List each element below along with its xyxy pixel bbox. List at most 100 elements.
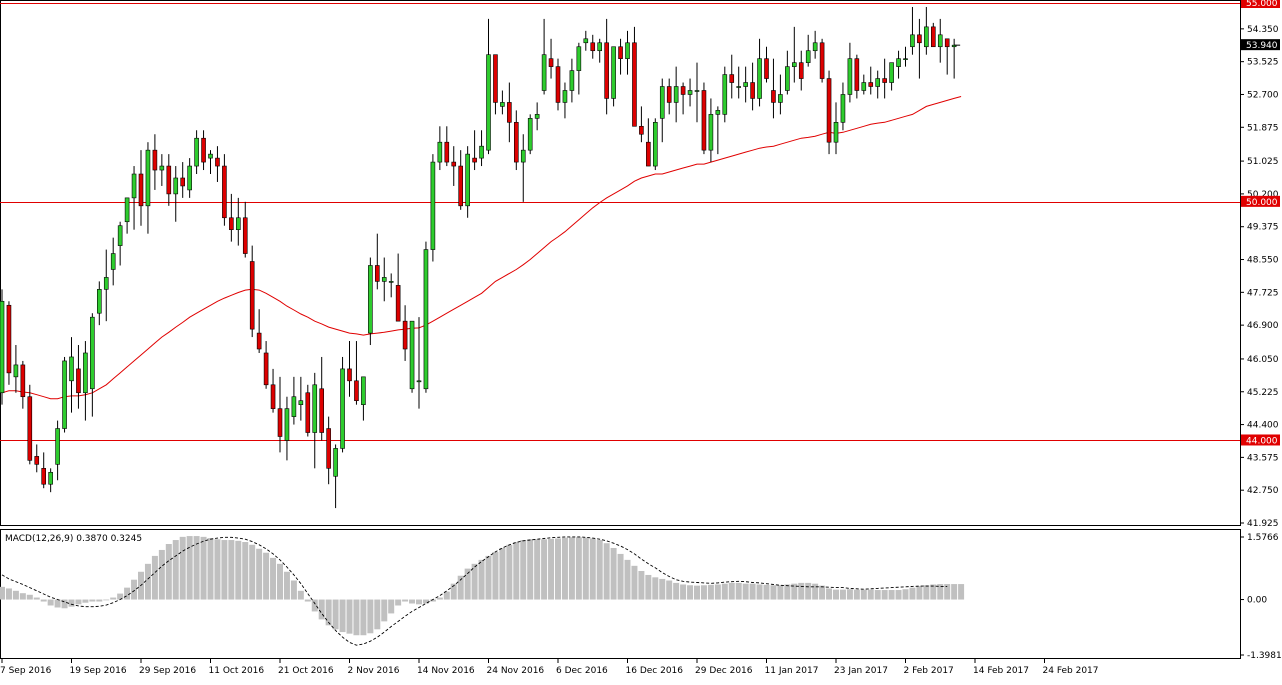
macd-histogram-bar	[256, 548, 263, 600]
time-tick-label: 2 Feb 2017	[904, 666, 954, 676]
candle	[465, 146, 470, 218]
candle-body	[715, 110, 721, 115]
candle	[534, 102, 540, 131]
candle	[652, 118, 658, 171]
macd-histogram-bar	[450, 583, 457, 600]
candle-body	[55, 428, 60, 465]
price-tick-label: 47.725	[1247, 288, 1279, 298]
macd-histogram-bar	[61, 599, 68, 609]
candle-body	[208, 153, 213, 159]
candle-body	[646, 141, 651, 167]
candle	[284, 396, 290, 461]
candle	[791, 26, 797, 83]
candle-body	[166, 165, 172, 195]
macd-histogram-bar	[478, 559, 485, 600]
candle-body	[673, 86, 679, 103]
candle-body	[437, 141, 443, 163]
candle-body	[764, 58, 769, 79]
candle	[187, 158, 192, 198]
candle	[520, 134, 526, 202]
candle	[256, 309, 262, 353]
candle	[903, 46, 908, 67]
candle	[201, 130, 206, 171]
macd-histogram-bar	[26, 594, 33, 600]
macd-histogram-bar	[381, 599, 388, 622]
candle-body	[110, 253, 116, 270]
candle-body	[270, 384, 276, 409]
macd-histogram-bar	[541, 539, 548, 600]
macd-histogram-bar	[895, 590, 902, 600]
candle	[590, 34, 596, 59]
candle	[76, 345, 81, 409]
candle-body	[62, 360, 67, 429]
time-tick-label: 23 Jan 2017	[834, 666, 888, 676]
candle	[69, 337, 74, 413]
candle-body	[930, 26, 936, 48]
macd-histogram-bar	[930, 584, 937, 600]
candle	[500, 90, 505, 115]
candle	[527, 114, 533, 155]
macd-histogram-bar	[186, 536, 193, 600]
macd-histogram-bar	[54, 599, 61, 608]
macd-histogram-bar	[290, 580, 297, 600]
macd-histogram-bar	[19, 593, 26, 600]
time-tick-label: 14 Nov 2016	[417, 666, 475, 676]
candle-body	[173, 177, 179, 195]
candle	[847, 42, 853, 103]
candle	[319, 356, 325, 441]
macd-histogram-bar	[353, 599, 360, 636]
macd-histogram-bar	[714, 584, 721, 600]
macd-histogram-bar	[749, 583, 756, 600]
main-price-panel	[0, 0, 1241, 526]
candle-body	[924, 26, 929, 48]
macd-histogram-bar	[923, 585, 930, 600]
candle	[826, 70, 832, 155]
candle-body	[896, 58, 901, 67]
candle-body	[937, 34, 943, 48]
macd-histogram-bar	[645, 574, 652, 600]
candle	[124, 197, 130, 234]
price-tick-label: 41.925	[1247, 519, 1279, 529]
candle	[639, 106, 644, 143]
candle-body	[812, 42, 818, 52]
candle	[326, 416, 331, 485]
candle	[402, 305, 408, 361]
candle-body	[666, 86, 672, 103]
candle-body	[819, 42, 825, 79]
macd-histogram-bar	[805, 582, 812, 600]
candle	[249, 245, 255, 338]
candle	[944, 38, 950, 75]
macd-histogram-bar	[527, 539, 534, 600]
macd-histogram-bar	[68, 599, 75, 607]
candle-body	[854, 58, 860, 91]
macd-tick-label: 0.00	[1247, 596, 1267, 606]
candle	[152, 134, 158, 190]
price-tick-label: 51.025	[1247, 157, 1279, 167]
candle-body	[639, 125, 644, 135]
candle	[34, 444, 40, 473]
candle	[930, 22, 936, 48]
candle-body	[180, 177, 185, 187]
time-tick-label: 16 Dec 2016	[626, 666, 684, 676]
candle	[13, 345, 19, 393]
candle-body	[187, 165, 192, 191]
macd-histogram-bar	[235, 540, 242, 600]
candle	[785, 50, 790, 95]
candle-body	[194, 137, 199, 167]
macd-histogram-bar	[5, 588, 12, 600]
macd-histogram-bar	[402, 599, 409, 602]
candle	[416, 317, 422, 409]
macd-histogram-bar	[304, 599, 311, 602]
candle	[131, 166, 137, 230]
candle-body	[785, 66, 790, 91]
macd-histogram-bar	[617, 553, 624, 600]
candle-body	[395, 285, 401, 322]
macd-histogram-bar	[575, 537, 582, 600]
macd-histogram-bar	[158, 549, 165, 600]
candle-body	[20, 364, 26, 398]
candle	[180, 162, 185, 198]
price-tick-label: 50.200	[1247, 190, 1279, 200]
candle	[62, 356, 67, 433]
candle-body	[83, 352, 88, 394]
candle	[694, 62, 700, 123]
